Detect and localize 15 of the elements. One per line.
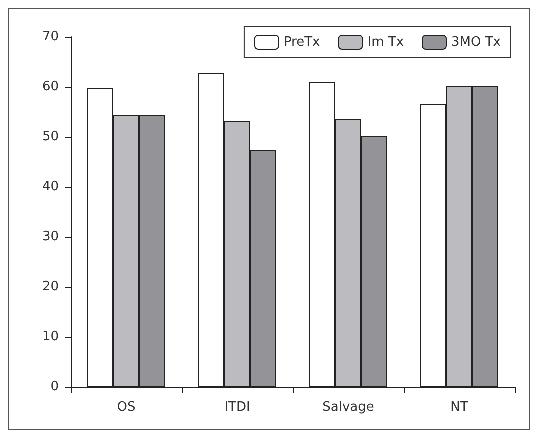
x-tick-label: OS bbox=[117, 400, 136, 415]
y-tick-label: 10 bbox=[42, 330, 59, 344]
y-tick-label: 30 bbox=[42, 230, 59, 244]
y-tick-label: 60 bbox=[42, 80, 59, 94]
x-tick-label: NT bbox=[450, 400, 468, 415]
y-tick-label: 50 bbox=[42, 130, 59, 144]
x-tick-label: ITDI bbox=[224, 400, 250, 415]
y-tick-label: 20 bbox=[42, 280, 59, 294]
y-tick-label: 70 bbox=[42, 30, 59, 44]
x-tick-label: Salvage bbox=[322, 400, 374, 415]
y-tick-label: 40 bbox=[42, 180, 59, 194]
legend-label: 3MO Tx bbox=[452, 35, 502, 50]
legend-label: PreTx bbox=[284, 35, 321, 50]
legend-label: Im Tx bbox=[368, 35, 404, 50]
y-tick-label: 0 bbox=[50, 380, 59, 394]
